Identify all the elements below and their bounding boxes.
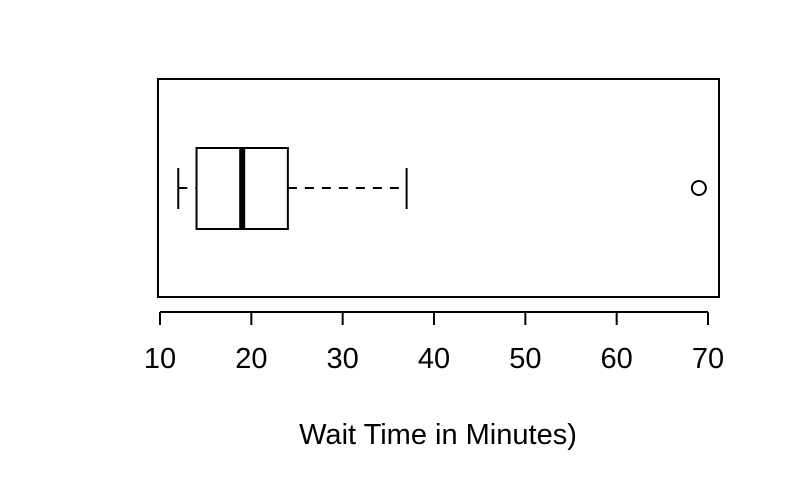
x-axis-ticks: 10 20 30 40 50 60 70 [144,312,724,375]
boxplot [177,147,707,230]
x-tick-label: 30 [327,343,359,375]
outlier-point [690,180,707,196]
x-tick-label: 70 [692,343,724,375]
x-tick-label: 10 [144,343,176,375]
x-tick-label: 40 [418,343,450,375]
x-tick-label: 60 [601,343,633,375]
x-tick-label: 50 [509,343,541,375]
x-axis-label: Wait Time in Minutes) [299,419,577,451]
x-tick-label: 20 [235,343,267,375]
outliers [690,180,707,196]
plot-frame [157,78,720,298]
